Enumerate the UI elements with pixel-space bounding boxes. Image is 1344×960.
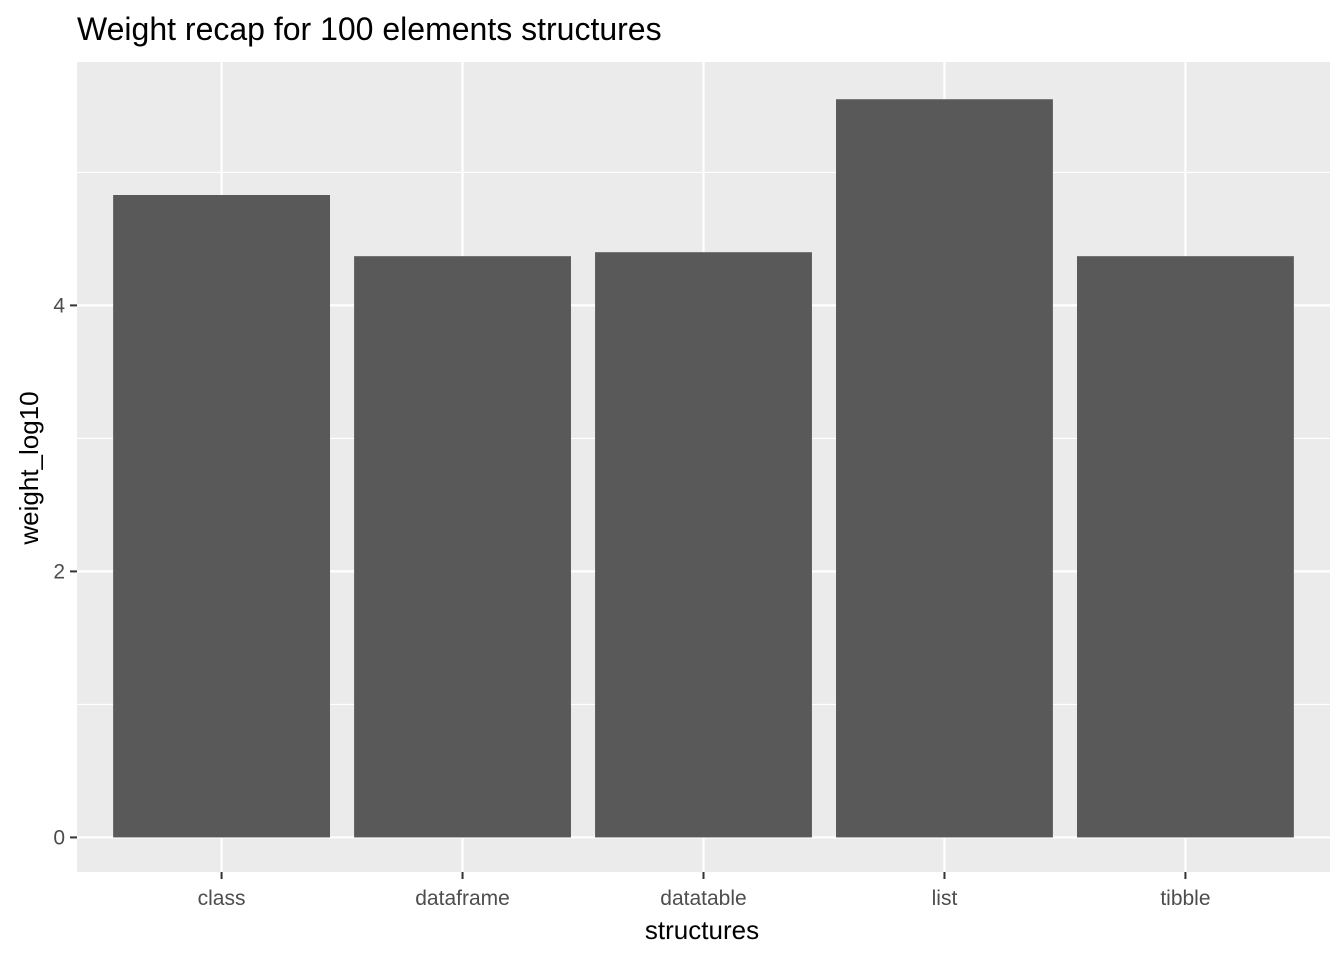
y-tick-label-0: 0 — [53, 826, 65, 849]
x-tick-label-datatable: datatable — [660, 887, 746, 910]
y-axis-title: weight_log10 — [14, 391, 44, 545]
bar-list — [836, 99, 1053, 838]
y-axis: 0 2 4 — [53, 294, 77, 849]
bar-datatable — [595, 252, 812, 838]
y-tick-label-1: 2 — [53, 560, 65, 583]
x-axis-title: structures — [645, 915, 759, 945]
x-tick-label-tibble: tibble — [1160, 887, 1210, 910]
x-tick-label-class: class — [198, 887, 246, 910]
bar-tibble — [1076, 256, 1294, 838]
x-tick-label-list: list — [932, 887, 958, 910]
bars — [113, 99, 1294, 838]
y-tick-label-2: 4 — [53, 294, 65, 317]
x-tick-label-dataframe: dataframe — [415, 887, 510, 910]
x-axis: class dataframe datatable list tibble — [198, 872, 1211, 910]
bar-class — [113, 195, 331, 838]
bar-dataframe — [354, 256, 571, 838]
chart-title: Weight recap for 100 elements structures — [77, 11, 662, 47]
